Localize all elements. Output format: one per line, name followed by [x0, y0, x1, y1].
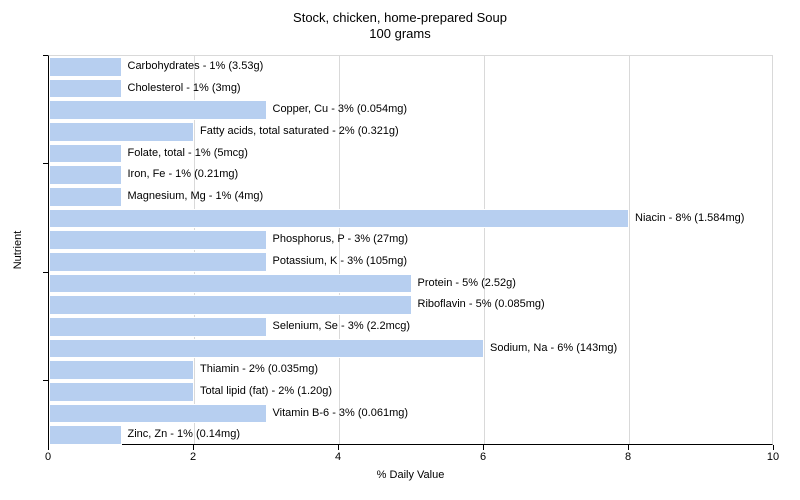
x-tick-mark: [483, 445, 484, 450]
bar: [49, 187, 122, 207]
y-tick-mark: [43, 272, 48, 273]
plot-area: Carbohydrates - 1% (3.53g)Cholesterol - …: [48, 55, 773, 445]
x-tick-mark: [338, 445, 339, 450]
bar-label: Niacin - 8% (1.584mg): [635, 209, 744, 229]
bar: [49, 339, 484, 359]
x-tick-label: 4: [335, 451, 341, 463]
x-tick-mark: [628, 445, 629, 450]
bar: [49, 425, 122, 445]
x-tick-label: 8: [625, 451, 631, 463]
x-tick-mark: [193, 445, 194, 450]
chart-title-line2: 100 grams: [0, 26, 800, 42]
bar: [49, 274, 412, 294]
bar-label: Folate, total - 1% (5mcg): [128, 144, 248, 164]
bar-label: Sodium, Na - 6% (143mg): [490, 339, 617, 359]
bar-label: Vitamin B-6 - 3% (0.061mg): [273, 404, 409, 424]
chart-title: Stock, chicken, home-prepared Soup 100 g…: [0, 10, 800, 43]
bar: [49, 122, 194, 142]
bar-label: Total lipid (fat) - 2% (1.20g): [200, 382, 332, 402]
x-tick-mark: [48, 445, 49, 450]
bar: [49, 360, 194, 380]
bar: [49, 165, 122, 185]
bar: [49, 230, 267, 250]
bar-label: Selenium, Se - 3% (2.2mcg): [273, 317, 411, 337]
bar: [49, 100, 267, 120]
bar-label: Riboflavin - 5% (0.085mg): [418, 295, 545, 315]
gridline: [484, 56, 485, 444]
bar-label: Cholesterol - 1% (3mg): [128, 79, 241, 99]
bar-label: Fatty acids, total saturated - 2% (0.321…: [200, 122, 399, 142]
bar: [49, 79, 122, 99]
bar-label: Protein - 5% (2.52g): [418, 274, 516, 294]
y-tick-mark: [43, 55, 48, 56]
bar-label: Iron, Fe - 1% (0.21mg): [128, 165, 239, 185]
bar: [49, 382, 194, 402]
bar-label: Thiamin - 2% (0.035mg): [200, 360, 318, 380]
chart-title-line1: Stock, chicken, home-prepared Soup: [0, 10, 800, 26]
bar-label: Potassium, K - 3% (105mg): [273, 252, 408, 272]
x-axis-title: % Daily Value: [377, 469, 445, 481]
bar-label: Zinc, Zn - 1% (0.14mg): [128, 425, 240, 445]
bar-label: Carbohydrates - 1% (3.53g): [128, 57, 264, 77]
y-axis-title: Nutrient: [12, 231, 24, 270]
bar: [49, 252, 267, 272]
x-tick-mark: [773, 445, 774, 450]
bar-label: Copper, Cu - 3% (0.054mg): [273, 100, 408, 120]
x-tick-label: 10: [767, 451, 779, 463]
x-tick-label: 2: [190, 451, 196, 463]
gridline: [629, 56, 630, 444]
x-tick-label: 6: [480, 451, 486, 463]
nutrient-chart: Stock, chicken, home-prepared Soup 100 g…: [0, 0, 800, 500]
bar: [49, 57, 122, 77]
bar: [49, 317, 267, 337]
bar: [49, 404, 267, 424]
y-tick-mark: [43, 163, 48, 164]
x-tick-label: 0: [45, 451, 51, 463]
bar: [49, 144, 122, 164]
y-tick-mark: [43, 380, 48, 381]
bar: [49, 209, 629, 229]
bar: [49, 295, 412, 315]
bar-label: Magnesium, Mg - 1% (4mg): [128, 187, 264, 207]
bar-label: Phosphorus, P - 3% (27mg): [273, 230, 409, 250]
